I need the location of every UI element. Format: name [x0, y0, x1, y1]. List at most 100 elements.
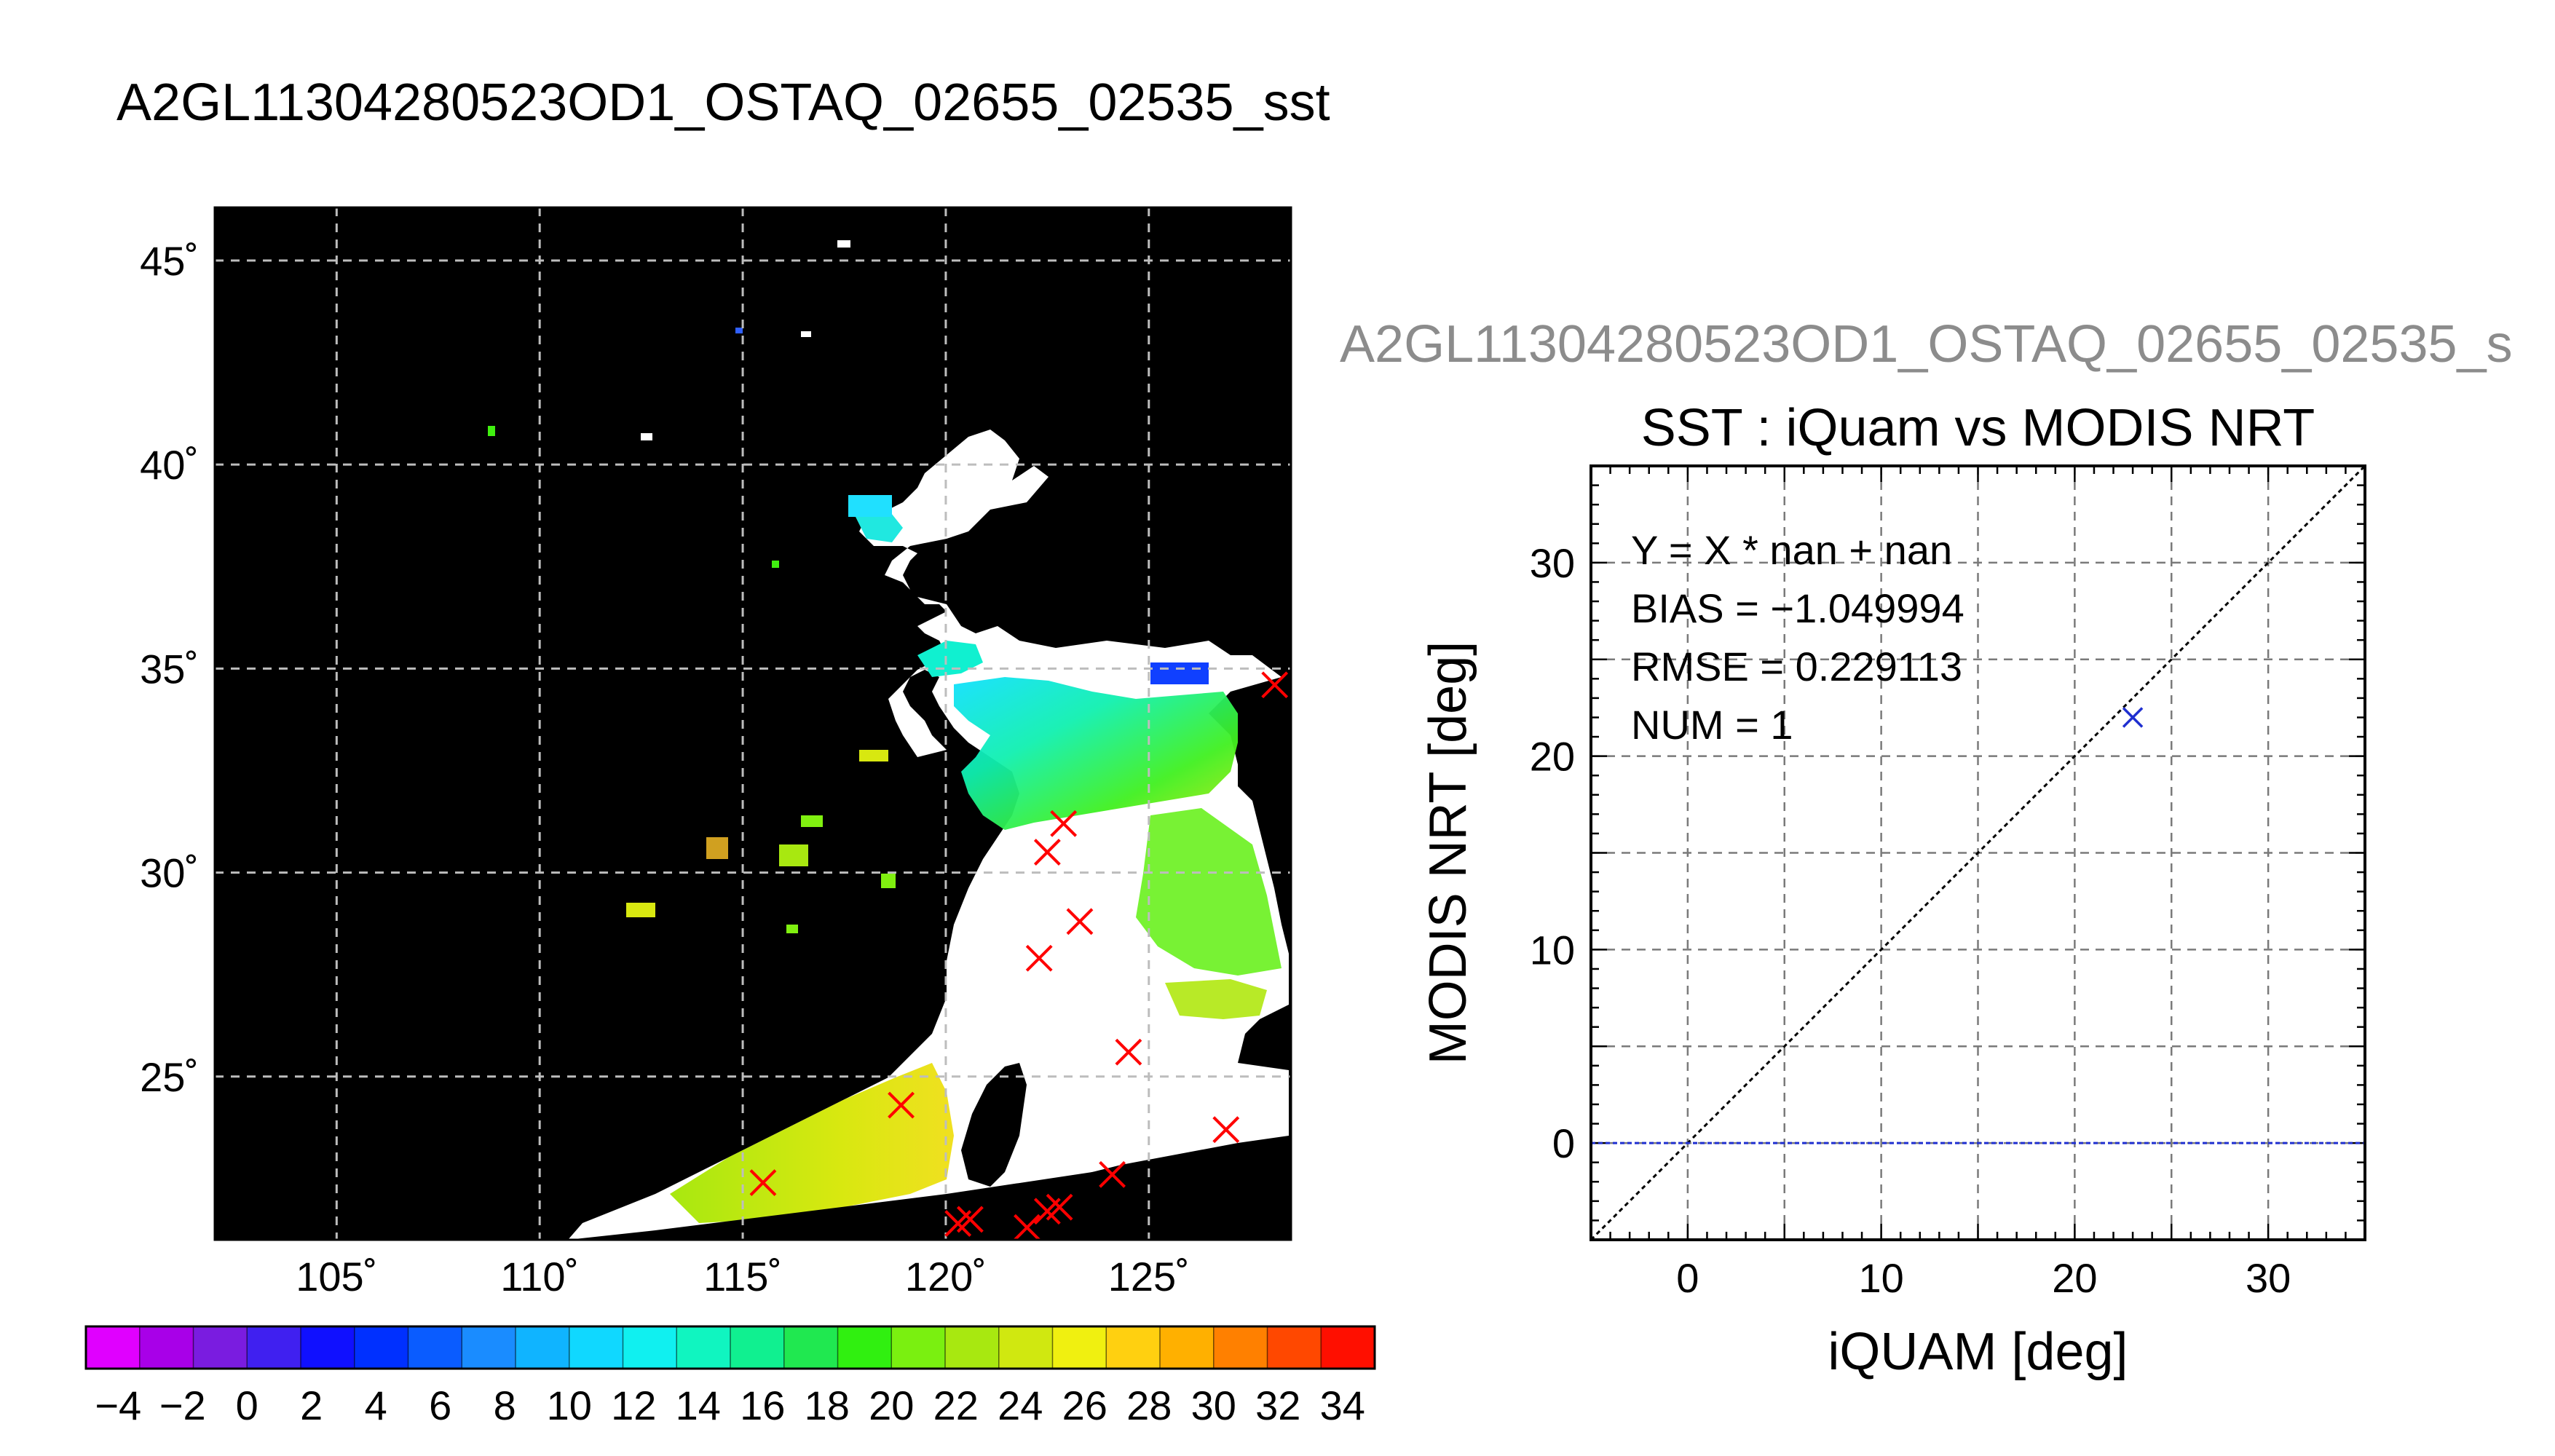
map-lat-tick-label: 35˚: [140, 646, 199, 692]
colorbar-swatch: [193, 1326, 248, 1369]
scatter-stat-line: Y = X * nan + nan: [1631, 527, 1952, 573]
marker-stroke: [1014, 1214, 1040, 1241]
point-stroke: [2122, 707, 2144, 728]
map-matchup-markers: [749, 671, 1289, 1241]
sst-field-east: [1136, 808, 1282, 976]
speck: [735, 328, 743, 333]
colorbar-swatch: [247, 1326, 301, 1369]
map-lon-tick-label: 105˚: [296, 1254, 377, 1299]
speck: [779, 844, 808, 866]
colorbar-tick-label: −4: [95, 1382, 141, 1428]
map-matchup-marker: [1115, 1038, 1142, 1066]
marker-stroke: [1115, 1038, 1142, 1066]
colorbar-swatch: [945, 1326, 1000, 1369]
sst-field-kuroshio: [1165, 979, 1267, 1019]
colorbar-swatch: [837, 1326, 892, 1369]
speck: [837, 240, 850, 248]
speck: [1150, 662, 1209, 684]
colorbar-swatch: [1106, 1326, 1161, 1369]
scatter-y-tick-label: 0: [1552, 1120, 1575, 1166]
colorbar-swatch: [891, 1326, 946, 1369]
colorbar-tick-label: 12: [611, 1382, 656, 1428]
scatter-y-tick-label: 20: [1530, 734, 1575, 780]
sst-scatter: SST : iQuam vs MODIS NRT 0 10 20 30 0 10 20 30 iQ…: [1419, 399, 2366, 1381]
map-lon-tick-label: 110˚: [500, 1254, 579, 1299]
speck: [772, 561, 779, 568]
map-matchup-marker: [1025, 944, 1053, 972]
colorbar-swatch: [1213, 1326, 1268, 1369]
page-title: A2GL11304280523OD1_OSTAQ_02655_02535_sst: [117, 74, 1330, 132]
scatter-x-tick-label: 0: [1676, 1255, 1699, 1301]
colorbar-tick-label: 24: [998, 1382, 1043, 1428]
colorbar-tick-label: 10: [547, 1382, 592, 1428]
scatter-ylabel: MODIS NRT [deg]: [1419, 641, 1477, 1065]
colorbar-swatch: [354, 1326, 408, 1369]
speck: [848, 495, 892, 517]
map-swath: [488, 240, 1291, 1240]
scatter-y-tick-label: 30: [1530, 540, 1575, 586]
map-tick-labels: 105˚ 110˚ 115˚ 120˚ 125˚ 25˚ 30˚ 35˚ 40˚ 45˚: [140, 238, 1190, 1299]
colorbar-tick-label: 16: [740, 1382, 785, 1428]
map-lon-tick-label: 115˚: [703, 1254, 782, 1299]
sst-colorbar: −4 −2 0 2 4 6 8 10 12 14 16 18 20 22 24 26 28 30 32 34: [84, 1325, 1376, 1428]
map-lat-tick-label: 30˚: [140, 850, 199, 896]
map-lat-tick-label: 40˚: [140, 442, 199, 488]
marker-stroke: [1033, 1198, 1061, 1225]
map-matchup-marker: [749, 1169, 777, 1196]
map-matchup-marker: [1099, 1160, 1126, 1188]
map-lat-tick-label: 25˚: [140, 1054, 199, 1100]
speck: [488, 426, 495, 436]
colorbar-swatch: [730, 1326, 785, 1369]
sst-field-shandong: [917, 641, 983, 677]
colorbar-tick-label: 26: [1062, 1382, 1107, 1428]
map-matchup-marker: [1033, 1198, 1061, 1225]
colorbar-tick-label: 34: [1320, 1382, 1365, 1428]
map-matchup-marker: [1050, 810, 1078, 837]
colorbar-tick-label: 28: [1126, 1382, 1172, 1428]
speck: [881, 874, 896, 888]
swath-edge: [568, 1143, 1291, 1240]
scatter-y-tick-label: 10: [1530, 927, 1575, 973]
map-gridlines: [215, 207, 1291, 1240]
one-to-one-line: [1590, 464, 2366, 1241]
colorbar-swatch: [462, 1326, 516, 1369]
colorbar-tick-label: 30: [1191, 1382, 1236, 1428]
colorbar-swatch: [516, 1326, 570, 1369]
marker-stroke: [1066, 908, 1094, 935]
marker-stroke: [944, 1210, 972, 1237]
map-frame: [213, 206, 1292, 1241]
speck: [859, 750, 888, 761]
scatter-x-tick-label: 30: [2246, 1255, 2291, 1301]
colorbar-swatch: [139, 1326, 194, 1369]
colorbar-tick-label: 0: [236, 1382, 258, 1428]
colorbar-tick-label: 32: [1255, 1382, 1300, 1428]
sst-field-north: [954, 677, 1238, 830]
scatter-frame: [1590, 464, 2366, 1241]
map-lon-tick-label: 125˚: [1108, 1254, 1190, 1299]
colorbar-swatch: [998, 1326, 1053, 1369]
scatter-stat-line: NUM = 1: [1631, 702, 1793, 748]
sst-map: 105˚ 110˚ 115˚ 120˚ 125˚ 25˚ 30˚ 35˚ 40˚ 45˚: [140, 206, 1292, 1299]
map-matchup-marker: [1261, 671, 1289, 699]
colorbar-tick-label: 18: [805, 1382, 850, 1428]
colorbar-swatch: [676, 1326, 731, 1369]
colorbar-swatch: [1160, 1326, 1215, 1369]
scatter-stat-line: RMSE = 0.229113: [1631, 644, 1962, 689]
marker-stroke: [1025, 944, 1053, 972]
colorbar-tick-label: 8: [494, 1382, 516, 1428]
colorbar-swatch: [408, 1326, 462, 1369]
colorbar-tick-label: 22: [933, 1382, 979, 1428]
map-matchup-marker: [888, 1091, 915, 1119]
speck: [626, 903, 655, 917]
scatter-header: A2GL11304280523OD1_OSTAQ_02655_02535_s: [1340, 315, 2513, 373]
colorbar-tick-label: 2: [300, 1382, 323, 1428]
colorbar-swatch: [86, 1326, 141, 1369]
colorbar-frame: [84, 1325, 1376, 1370]
map-matchup-marker: [1066, 908, 1094, 935]
colorbar-swatch: [1267, 1326, 1322, 1369]
speck: [706, 837, 728, 859]
colorbar-swatch: [569, 1326, 623, 1369]
map-lon-tick-label: 120˚: [905, 1254, 987, 1299]
colorbar-tick-label: 6: [429, 1382, 451, 1428]
